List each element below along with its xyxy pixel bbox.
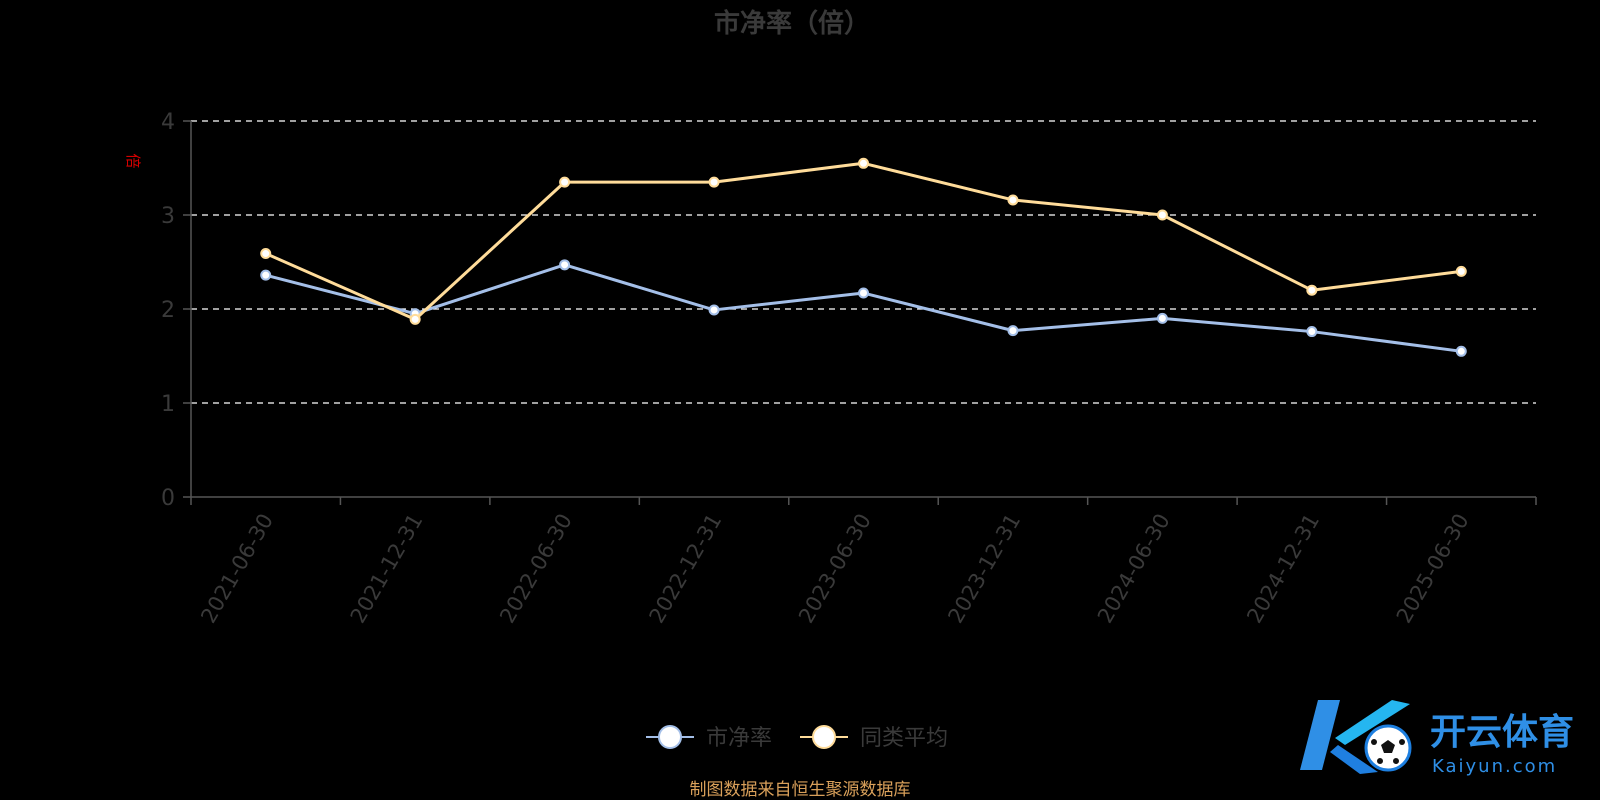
y-axis-label: 倍 bbox=[124, 153, 142, 168]
legend[interactable]: 市净率 同类平均 bbox=[646, 725, 948, 751]
brand-site: Kaiyun.com bbox=[1432, 756, 1557, 777]
y-tick-label: 2 bbox=[161, 298, 175, 323]
data-point[interactable] bbox=[1007, 325, 1019, 337]
legend-swatch-marker bbox=[812, 725, 836, 749]
data-point[interactable] bbox=[260, 269, 272, 281]
kaiyun-k-ball-logo-icon bbox=[1300, 700, 1412, 774]
data-point[interactable] bbox=[559, 259, 571, 271]
x-tick-label: 2022-06-30 bbox=[495, 510, 577, 628]
data-point[interactable] bbox=[1156, 312, 1168, 324]
data-point[interactable] bbox=[559, 176, 571, 188]
data-point[interactable] bbox=[1306, 284, 1318, 296]
data-point[interactable] bbox=[708, 176, 720, 188]
x-tick-label: 2023-06-30 bbox=[794, 510, 876, 628]
data-point[interactable] bbox=[260, 248, 272, 260]
data-source-note: 制图数据来自恒生聚源数据库 bbox=[690, 780, 911, 800]
series-line-1 bbox=[265, 263, 1462, 353]
legend-label: 同类平均 bbox=[860, 726, 948, 751]
x-tick-label: 2023-12-31 bbox=[943, 510, 1025, 628]
brand-logo: 开云体育 Kaiyun.com bbox=[1300, 700, 1574, 777]
chart-title: 市净率（倍） bbox=[714, 8, 870, 39]
x-tick-labels: 2021-06-30 2021-12-31 2022-06-30 2022-12-31… bbox=[190, 497, 1537, 628]
y-tick-labels: 0 1 2 3 4 bbox=[161, 110, 191, 511]
data-point[interactable] bbox=[1156, 209, 1168, 221]
x-tick-label: 2024-12-31 bbox=[1242, 510, 1324, 628]
y-tick-label: 4 bbox=[161, 110, 175, 135]
data-point[interactable] bbox=[1455, 265, 1467, 277]
data-point[interactable] bbox=[708, 304, 720, 316]
x-tick-label: 2021-12-31 bbox=[346, 509, 428, 627]
brand-name: 开云体育 bbox=[1430, 712, 1574, 753]
data-point[interactable] bbox=[409, 313, 421, 325]
legend-item-series-2[interactable]: 同类平均 bbox=[800, 725, 948, 751]
x-tick-label: 2025-06-30 bbox=[1392, 510, 1474, 628]
legend-item-series-1[interactable]: 市净率 bbox=[646, 725, 772, 751]
y-tick-label: 1 bbox=[161, 392, 175, 417]
data-point[interactable] bbox=[1306, 326, 1318, 338]
x-tick-label: 2022-12-31 bbox=[645, 510, 727, 628]
y-tick-label: 3 bbox=[161, 204, 175, 229]
data-point[interactable] bbox=[1455, 345, 1467, 357]
legend-label: 市净率 bbox=[706, 726, 772, 751]
legend-swatch-marker bbox=[658, 725, 682, 749]
data-point[interactable] bbox=[858, 157, 869, 169]
x-tick-label: 2021-06-30 bbox=[196, 510, 278, 628]
data-point[interactable] bbox=[1007, 194, 1019, 206]
series-lines bbox=[260, 157, 1467, 357]
data-point[interactable] bbox=[858, 287, 869, 299]
y-tick-label: 0 bbox=[161, 486, 175, 511]
x-tick-label: 2024-06-30 bbox=[1093, 510, 1175, 628]
